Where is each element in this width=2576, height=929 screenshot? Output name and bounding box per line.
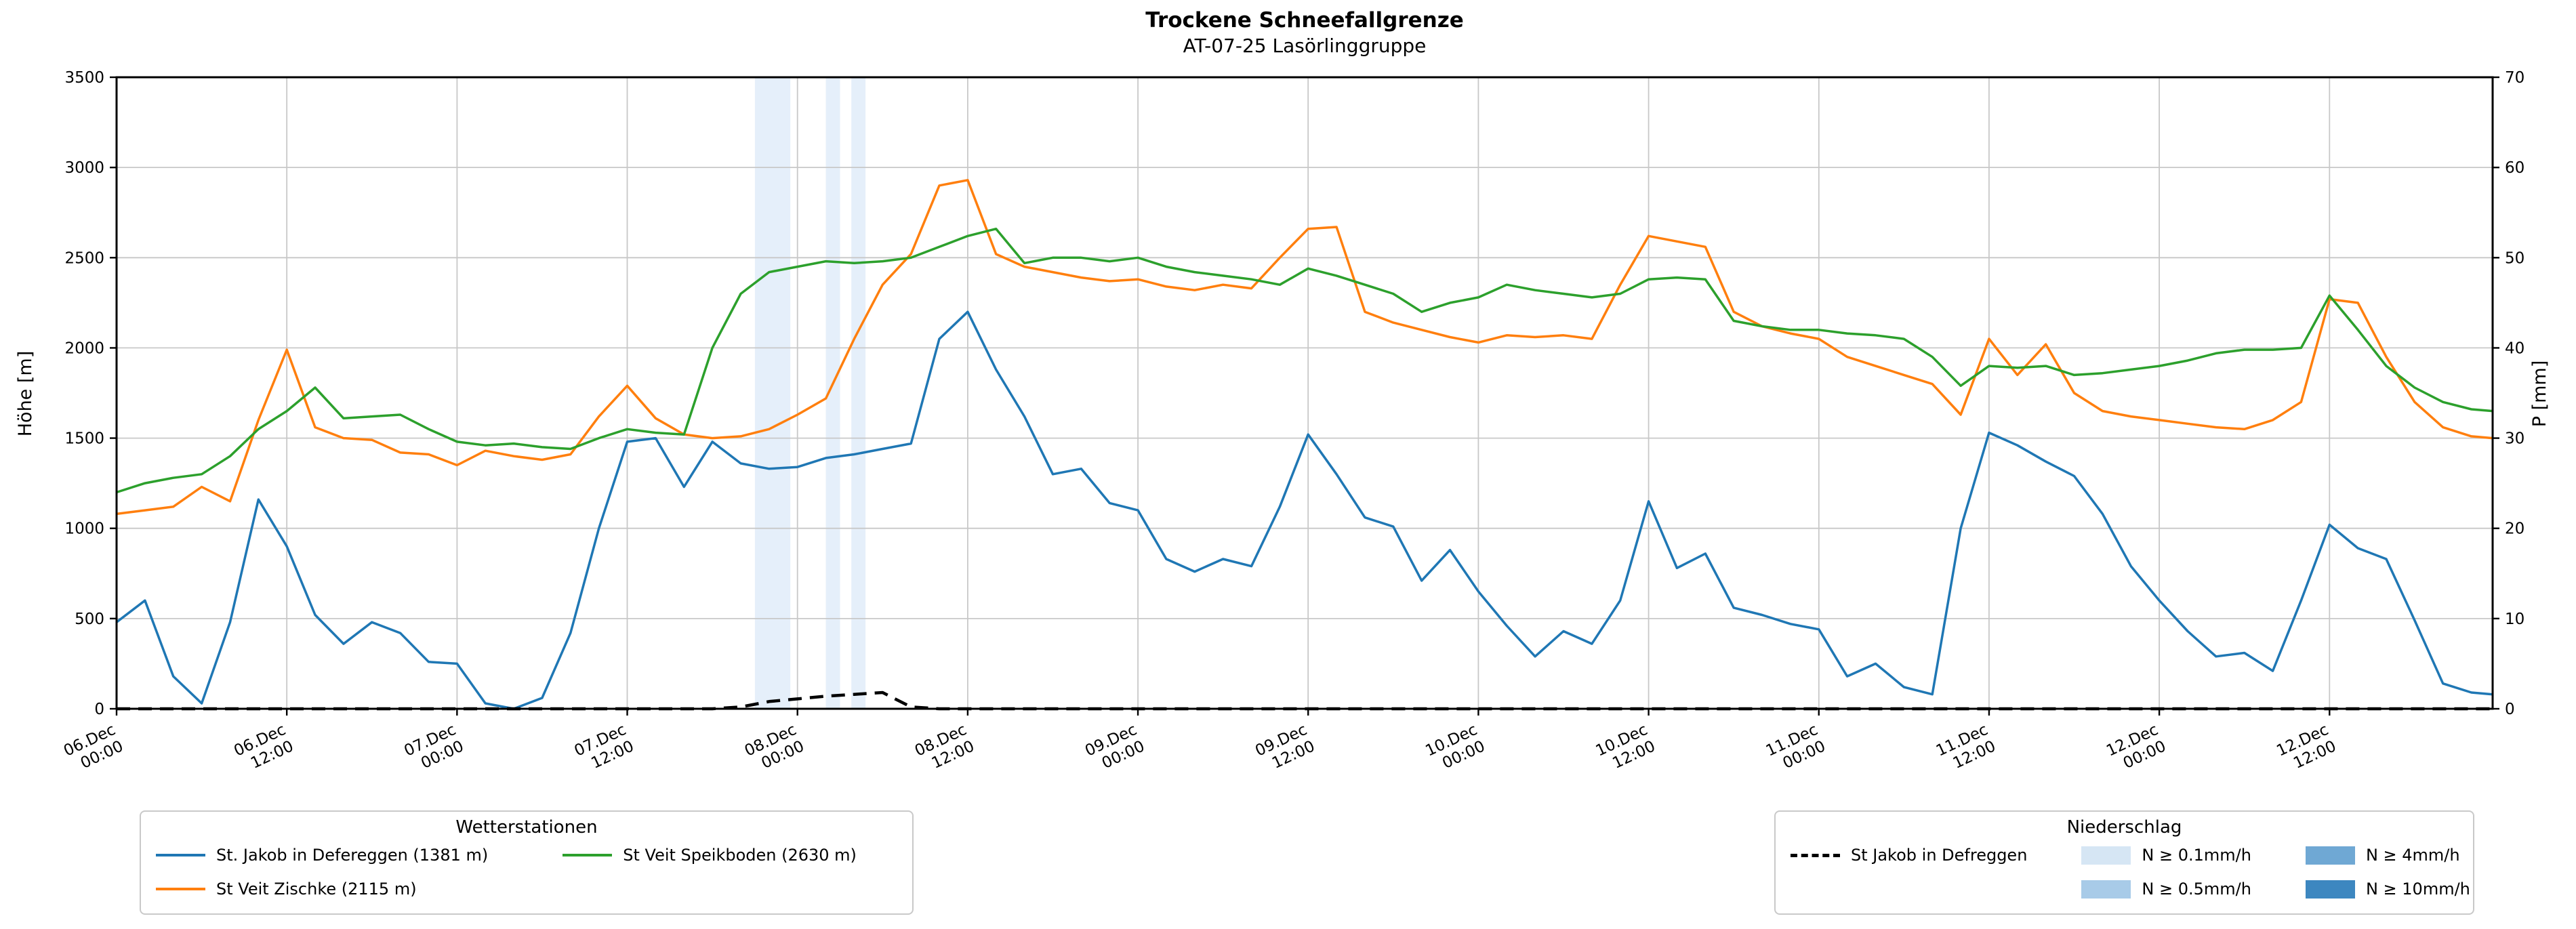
y-left-tick-label: 1000 <box>64 520 104 538</box>
legend-wetterstationen-entries: St. Jakob in Defereggen (1381 m) St Veit … <box>156 842 897 903</box>
legend-entry-label: N ≥ 10mm/h <box>2365 880 2470 899</box>
legend-column: St Veit Speikboden (2630 m) <box>563 842 857 869</box>
series-st-jakob-defereggen <box>115 310 2493 710</box>
y-right-tick-label: 30 <box>2505 430 2524 448</box>
precip-intensity-swatch <box>2305 880 2355 899</box>
y-right-tick-label: 10 <box>2505 611 2524 628</box>
series-layer <box>115 179 2493 711</box>
series-st-veit-speikboden <box>116 227 2493 494</box>
tick-layer: 06.Dec00:00 06.Dec12:00 07.Dec00:00 07.Dec1… <box>61 69 2524 777</box>
precip-intensity-swatch <box>2081 846 2131 865</box>
y-left-tick-label: 500 <box>75 611 104 628</box>
line-sample <box>563 854 613 856</box>
legend-column: St Jakob in Defreggen <box>1791 842 2027 869</box>
y-right-tick-label: 20 <box>2505 520 2524 538</box>
chart-title: Trockene Schneefallgrenze <box>1145 8 1464 33</box>
gridline-layer <box>116 77 2493 709</box>
legend-item: St. Jakob in Defereggen (1381 m) <box>156 842 488 869</box>
x-tick-label: 11.Dec12:00 <box>1934 721 1999 777</box>
y-left-tick-label: 2500 <box>64 249 104 267</box>
y-left-tick-label: 3000 <box>64 159 104 177</box>
legend-item: N ≥ 4mm/h <box>2305 842 2470 869</box>
y-right-tick-label: 50 <box>2505 249 2524 267</box>
x-tick-label: 06.Dec00:00 <box>61 721 126 777</box>
precip-intensity-swatch <box>2081 880 2131 899</box>
legend-entry-label: St Veit Zischke (2115 m) <box>216 880 417 899</box>
legend-wetterstationen: Wetterstationen St. Jakob in Defereggen … <box>140 810 914 915</box>
precip-band <box>754 77 791 709</box>
legend-entry-label: N ≥ 0.5mm/h <box>2142 880 2251 899</box>
legend-item: St Veit Zischke (2115 m) <box>156 875 488 903</box>
x-tick-label: 07.Dec00:00 <box>401 721 466 777</box>
legend-item: N ≥ 0.5mm/h <box>2081 875 2251 903</box>
legend-niederschlag-title: Niederschlag <box>2066 817 2182 838</box>
legend-entry-label: St. Jakob in Defereggen (1381 m) <box>216 846 489 865</box>
series-precip-st-jakob <box>117 690 2493 711</box>
legend-column: N ≥ 0.1mm/h N ≥ 0.5mm/h <box>2081 842 2251 903</box>
precip-band <box>825 77 840 709</box>
plot-frame <box>115 76 2494 710</box>
legend-item: N ≥ 10mm/h <box>2305 875 2470 903</box>
x-tick-label: 06.Dec12:00 <box>231 721 296 777</box>
precip-intensity-swatch <box>2305 846 2355 865</box>
chart-subtitle: AT-07-25 Lasörlinggruppe <box>1183 35 1427 57</box>
precip-band-layer <box>754 77 866 709</box>
precip-band <box>851 77 866 709</box>
line-sample <box>156 854 205 856</box>
dashed-line-sample <box>1791 853 1840 857</box>
axes-frame-layer <box>115 76 2494 710</box>
legend-entry-label: St Jakob in Defreggen <box>1851 846 2028 865</box>
x-tick-label: 12.Dec12:00 <box>2274 721 2339 777</box>
y-axis-label-left: Höhe [m] <box>15 351 36 437</box>
x-tick-label: 10.Dec00:00 <box>1423 721 1488 777</box>
legend-entry-label: St Veit Speikboden (2630 m) <box>623 846 857 865</box>
legend-column: St. Jakob in Defereggen (1381 m) St Veit … <box>156 842 488 903</box>
x-tick-label: 09.Dec00:00 <box>1082 721 1147 777</box>
legend-item: N ≥ 0.1mm/h <box>2081 842 2251 869</box>
legend-column: N ≥ 4mm/h N ≥ 10mm/h <box>2305 842 2470 903</box>
x-tick-label: 12.Dec00:00 <box>2104 721 2169 777</box>
y-right-tick-label: 60 <box>2505 159 2524 177</box>
legend-item: St Jakob in Defreggen <box>1791 842 2027 869</box>
y-right-tick-label: 0 <box>2505 701 2515 718</box>
legend-item: St Veit Speikboden (2630 m) <box>563 842 857 869</box>
legend-entry-label: N ≥ 0.1mm/h <box>2142 846 2251 865</box>
y-axis-label-right: P [mm] <box>2529 360 2550 428</box>
series-st-veit-zischke <box>116 179 2493 516</box>
line-sample <box>156 888 205 890</box>
x-tick-label: 08.Dec12:00 <box>912 721 977 777</box>
x-tick-label: 07.Dec12:00 <box>572 721 637 777</box>
y-right-tick-label: 70 <box>2505 69 2524 87</box>
y-left-tick-label: 2000 <box>64 339 104 357</box>
x-tick-label: 10.Dec12:00 <box>1593 721 1658 777</box>
legend-niederschlag-entries: St Jakob in Defreggen N ≥ 0.1mm/h N ≥ 0.5m… <box>1791 842 2470 903</box>
legend-entry-label: N ≥ 4mm/h <box>2365 846 2460 865</box>
y-left-tick-label: 1500 <box>64 430 104 448</box>
legend-niederschlag: Niederschlag St Jakob in Defreggen N ≥ 0.… <box>1774 810 2474 915</box>
y-left-tick-label: 3500 <box>64 69 104 87</box>
legend-wetterstationen-title: Wetterstationen <box>455 817 598 838</box>
x-tick-label: 11.Dec00:00 <box>1763 721 1828 777</box>
y-left-tick-label: 0 <box>94 701 104 718</box>
chart-header: Trockene Schneefallgrenze AT-07-25 Lasör… <box>117 7 2493 58</box>
x-tick-label: 08.Dec00:00 <box>742 721 807 777</box>
y-right-tick-label: 40 <box>2505 339 2524 357</box>
x-tick-label: 09.Dec12:00 <box>1252 721 1317 777</box>
